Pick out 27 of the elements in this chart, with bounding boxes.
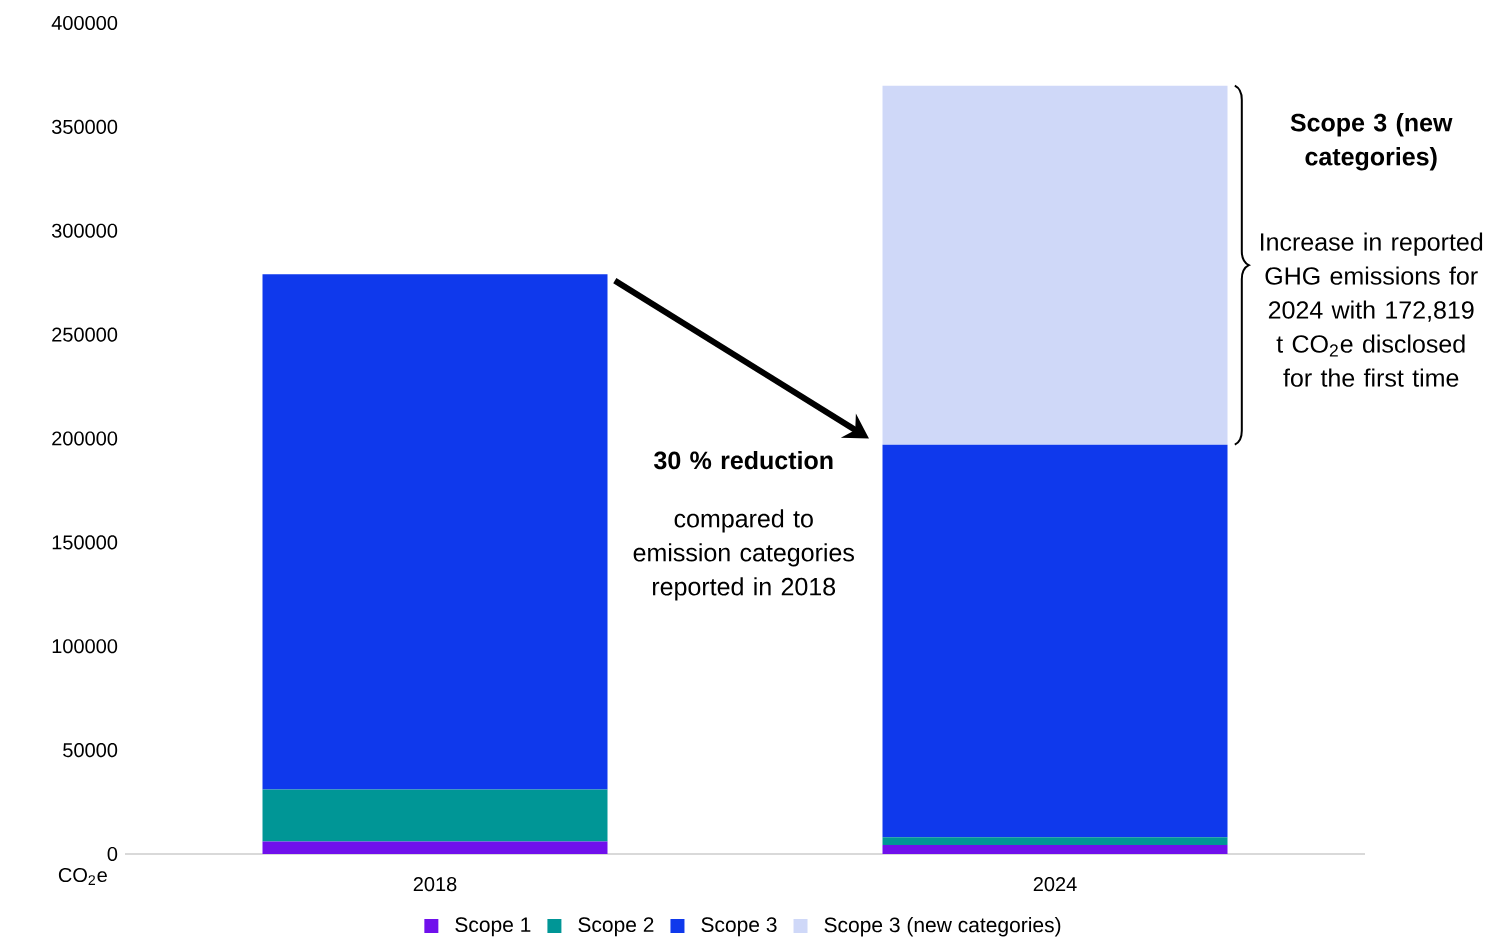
y-tick-label: 250000 xyxy=(52,327,118,342)
y-tick-label: 400000 xyxy=(51,15,118,31)
x-tick-label: 2024 xyxy=(1033,877,1077,892)
bar xyxy=(262,789,608,842)
bar xyxy=(882,85,1228,445)
bar xyxy=(882,444,1228,838)
legend-label: Scope 3 xyxy=(701,917,777,937)
annotation: Increase in reported GHG emissions for 2024 with 172,819 t CO$_{2}$e disclosed for the first time xyxy=(1260,232,1483,387)
y-tick-label: 300000 xyxy=(51,223,118,238)
y-tick-label: 350000 xyxy=(51,119,118,134)
legend-label: Scope 1 xyxy=(455,917,531,937)
bar xyxy=(262,274,608,790)
annotation: 30 % reduction xyxy=(654,450,833,470)
bar xyxy=(882,837,1228,846)
bar xyxy=(262,841,608,854)
y-tick-label: 200000 xyxy=(52,431,118,446)
y-axis-title: CO$_{2}$e xyxy=(58,867,107,885)
x-tick-label: 2018 xyxy=(413,877,457,892)
annotation: compared to emission categories reported in 2018 xyxy=(633,509,854,601)
bar xyxy=(882,845,1228,854)
annotation: Scope 3 (new categories) xyxy=(1290,113,1453,171)
y-tick-label: 150000 xyxy=(52,535,118,550)
y-tick-label: 100000 xyxy=(52,639,118,654)
legend-label: Scope 2 xyxy=(578,917,654,937)
y-tick-label: 50000 xyxy=(63,743,118,758)
y-tick-label: 0 xyxy=(107,846,118,862)
legend-label: Scope 3 (new categories) xyxy=(824,916,1061,937)
